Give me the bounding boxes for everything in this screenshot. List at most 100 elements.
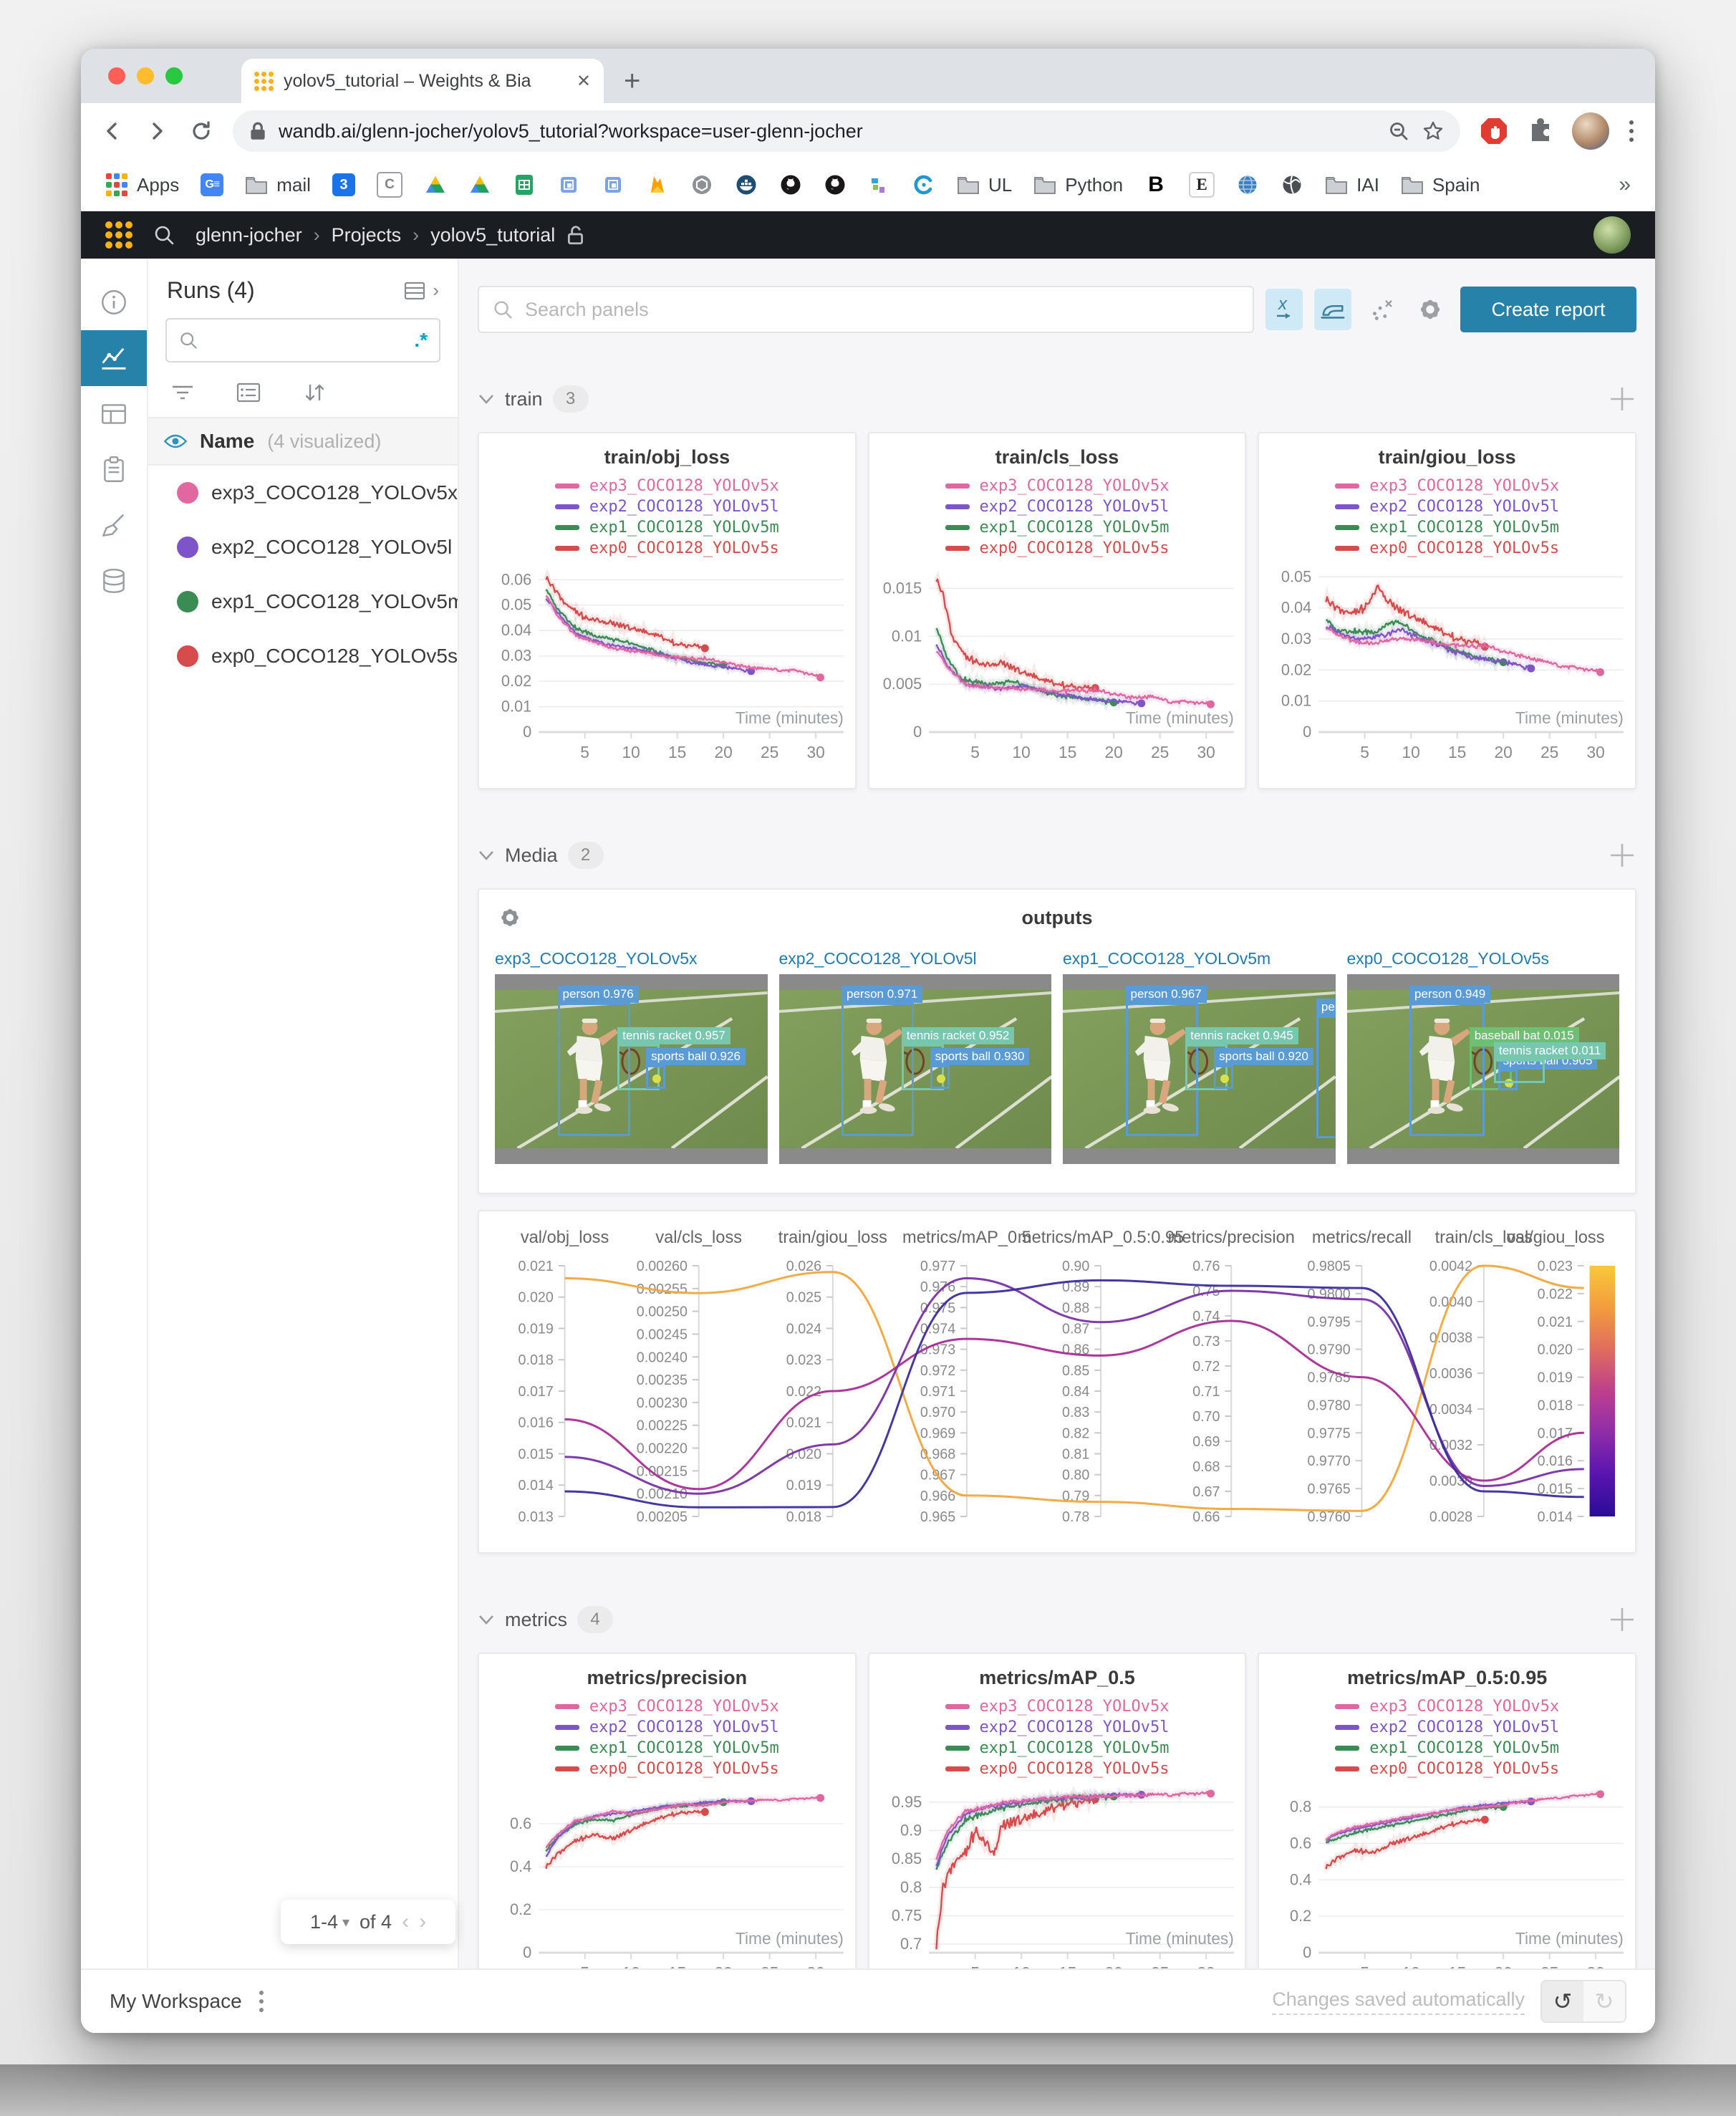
caret-down-icon[interactable]: ▾ — [342, 1914, 350, 1930]
eye-icon[interactable] — [164, 433, 187, 449]
run-name[interactable]: exp0_COCO128_YOLOv5s — [211, 645, 458, 667]
legend-run-name[interactable]: exp1_COCO128_YOLOv5m — [589, 519, 779, 537]
chart-panel[interactable]: train/giou_loss exp3_COCO128_YOLOv5x exp2_… — [1258, 432, 1637, 789]
tab-close-icon[interactable]: ✕ — [576, 71, 591, 91]
legend-run-name[interactable]: exp2_COCO128_YOLOv5l — [979, 1718, 1170, 1736]
breadcrumb-project-name[interactable]: yolov5_tutorial — [430, 223, 556, 246]
media-run-link[interactable]: exp1_COCO128_YOLOv5m — [1063, 949, 1271, 968]
new-tab-button[interactable]: + — [624, 65, 641, 97]
chevron-down-icon[interactable] — [478, 393, 495, 405]
panel-search-input[interactable] — [524, 297, 1240, 322]
bookmark-item[interactable] — [1281, 173, 1303, 196]
section-media-label[interactable]: Media — [505, 844, 558, 866]
run-name[interactable]: exp2_COCO128_YOLOv5l — [211, 536, 453, 558]
undo-button[interactable]: ↺ — [1542, 1981, 1583, 2021]
legend-run-name[interactable]: exp1_COCO128_YOLOv5m — [1369, 519, 1560, 537]
legend-run-name[interactable]: exp0_COCO128_YOLOv5s — [979, 539, 1170, 557]
workspace-settings-button[interactable] — [1412, 289, 1449, 330]
chart-panel[interactable]: metrics/mAP_0.5 exp3_COCO128_YOLOv5x exp2_… — [867, 1653, 1247, 1968]
panel-search-box[interactable] — [478, 286, 1254, 333]
runs-search-box[interactable]: .* — [165, 318, 440, 362]
wandb-logo[interactable] — [105, 221, 132, 249]
bookmark-item[interactable]: E — [1189, 172, 1215, 198]
legend-run-name[interactable]: exp2_COCO128_YOLOv5l — [1369, 1718, 1560, 1736]
rail-overview-item[interactable] — [81, 274, 147, 330]
bookmark-item[interactable]: C — [376, 172, 402, 198]
x-axis-settings-button[interactable]: x — [1265, 289, 1303, 330]
bookmark-item[interactable] — [868, 173, 891, 196]
media-run-link[interactable]: exp3_COCO128_YOLOv5x — [495, 949, 698, 968]
bookmark-item[interactable]: IAI — [1325, 173, 1379, 196]
pagination-prev-icon[interactable]: ‹ — [402, 1910, 410, 1933]
bookmark-item[interactable] — [513, 173, 536, 196]
legend-run-name[interactable]: exp2_COCO128_YOLOv5l — [589, 498, 779, 516]
section-media[interactable]: Media 2 — [478, 841, 1636, 870]
legend-run-name[interactable]: exp3_COCO128_YOLOv5x — [979, 477, 1170, 495]
browser-profile-avatar[interactable] — [1572, 112, 1609, 150]
adblock-icon[interactable] — [1479, 116, 1509, 146]
legend-run-name[interactable]: exp1_COCO128_YOLOv5m — [979, 519, 1170, 537]
filter-icon[interactable] — [170, 381, 196, 404]
runs-search-input[interactable] — [207, 328, 406, 352]
add-panel-icon[interactable] — [1608, 1605, 1636, 1634]
rail-reports-item[interactable] — [81, 442, 147, 498]
chevron-down-icon[interactable] — [478, 1614, 495, 1625]
legend-run-name[interactable]: exp3_COCO128_YOLOv5x — [979, 1698, 1170, 1716]
reload-icon[interactable] — [188, 118, 214, 144]
run-row[interactable]: exp2_COCO128_YOLOv5l — [148, 520, 458, 574]
run-name[interactable]: exp3_COCO128_YOLOv5x — [211, 481, 458, 504]
browser-menu-icon[interactable] — [1626, 117, 1636, 145]
bookmark-item[interactable] — [557, 173, 580, 196]
legend-run-name[interactable]: exp3_COCO128_YOLOv5x — [1369, 1698, 1560, 1716]
section-metrics[interactable]: metrics 4 — [478, 1605, 1636, 1634]
run-row[interactable]: exp0_COCO128_YOLOv5s — [148, 629, 458, 683]
bookmark-item[interactable]: 3 — [332, 173, 355, 196]
legend-run-name[interactable]: exp0_COCO128_YOLOv5s — [1369, 1760, 1560, 1778]
rail-table-item[interactable] — [81, 386, 147, 442]
legend-run-name[interactable]: exp2_COCO128_YOLOv5l — [1369, 498, 1560, 516]
bookmark-item[interactable] — [424, 173, 447, 196]
runs-table-expand-button[interactable]: › — [404, 279, 439, 302]
run-row[interactable]: exp3_COCO128_YOLOv5x — [148, 466, 458, 520]
runs-pagination[interactable]: 1-4 ▾ of 4 ‹ › — [281, 1900, 455, 1944]
chart-panel[interactable]: metrics/precision exp3_COCO128_YOLOv5x exp… — [478, 1653, 857, 1968]
detection-image[interactable]: person 0.967 tennis racket 0.945 sports ba… — [1063, 974, 1336, 1164]
section-metrics-label[interactable]: metrics — [505, 1608, 567, 1630]
sort-icon[interactable] — [302, 381, 327, 404]
zoom-window-button[interactable] — [165, 67, 183, 85]
workspace-menu-icon[interactable] — [256, 1988, 266, 2015]
chart-panel[interactable]: train/obj_loss exp3_COCO128_YOLOv5x exp2_C… — [478, 432, 857, 789]
bookmark-item[interactable] — [646, 173, 669, 196]
legend-run-name[interactable]: exp2_COCO128_YOLOv5l — [979, 498, 1170, 516]
bookmark-item[interactable]: B — [1144, 173, 1167, 196]
bookmark-item[interactable]: Python — [1033, 173, 1123, 196]
run-name[interactable]: exp1_COCO128_YOLOv5m — [211, 590, 459, 612]
create-report-button[interactable]: Create report — [1460, 287, 1636, 332]
detection-image[interactable]: person 0.971 tennis racket 0.952 sports ba… — [778, 974, 1051, 1164]
group-list-icon[interactable] — [236, 381, 261, 404]
legend-run-name[interactable]: exp0_COCO128_YOLOv5s — [589, 539, 779, 557]
close-window-button[interactable] — [108, 67, 125, 85]
bookmark-item[interactable]: Spain — [1401, 173, 1480, 196]
redo-button[interactable]: ↻ — [1583, 1981, 1625, 2021]
zoom-out-icon[interactable] — [1387, 120, 1410, 143]
legend-run-name[interactable]: exp3_COCO128_YOLOv5x — [589, 477, 779, 495]
section-train-label[interactable]: train — [505, 388, 543, 410]
bookmark-item[interactable]: UL — [957, 173, 1012, 196]
bookmarks-overflow-icon[interactable]: » — [1619, 173, 1631, 196]
media-outputs-panel[interactable]: outputs exp3_COCO128_YOLOv5x person 0.976… — [478, 888, 1636, 1194]
legend-run-name[interactable]: exp1_COCO128_YOLOv5m — [979, 1739, 1170, 1757]
bookmark-item[interactable]: mail — [245, 173, 311, 196]
rail-charts-item[interactable] — [81, 330, 147, 386]
regex-toggle-icon[interactable]: .* — [414, 329, 428, 351]
bookmark-item[interactable] — [690, 173, 713, 196]
bookmark-item[interactable] — [912, 173, 935, 196]
gear-icon[interactable] — [498, 905, 522, 930]
browser-tab[interactable]: yolov5_tutorial – Weights & Bia ✕ — [241, 59, 604, 103]
back-icon[interactable] — [100, 118, 125, 144]
bookmark-item[interactable]: Apps — [105, 173, 179, 196]
bookmark-item[interactable]: G≡ — [201, 173, 224, 196]
chevron-down-icon[interactable] — [478, 850, 495, 861]
outliers-button[interactable] — [1363, 289, 1400, 330]
wandb-user-avatar[interactable] — [1593, 216, 1631, 254]
